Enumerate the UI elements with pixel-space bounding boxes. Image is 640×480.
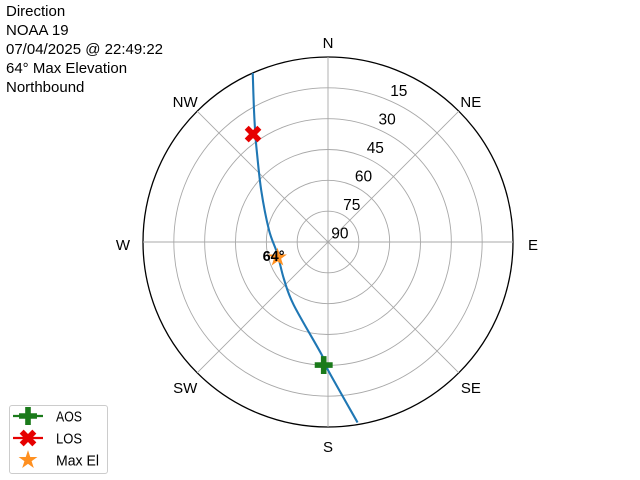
- svg-text:AOS: AOS: [56, 409, 82, 426]
- svg-text:LOS: LOS: [56, 431, 82, 448]
- svg-text:Max El: Max El: [56, 453, 99, 470]
